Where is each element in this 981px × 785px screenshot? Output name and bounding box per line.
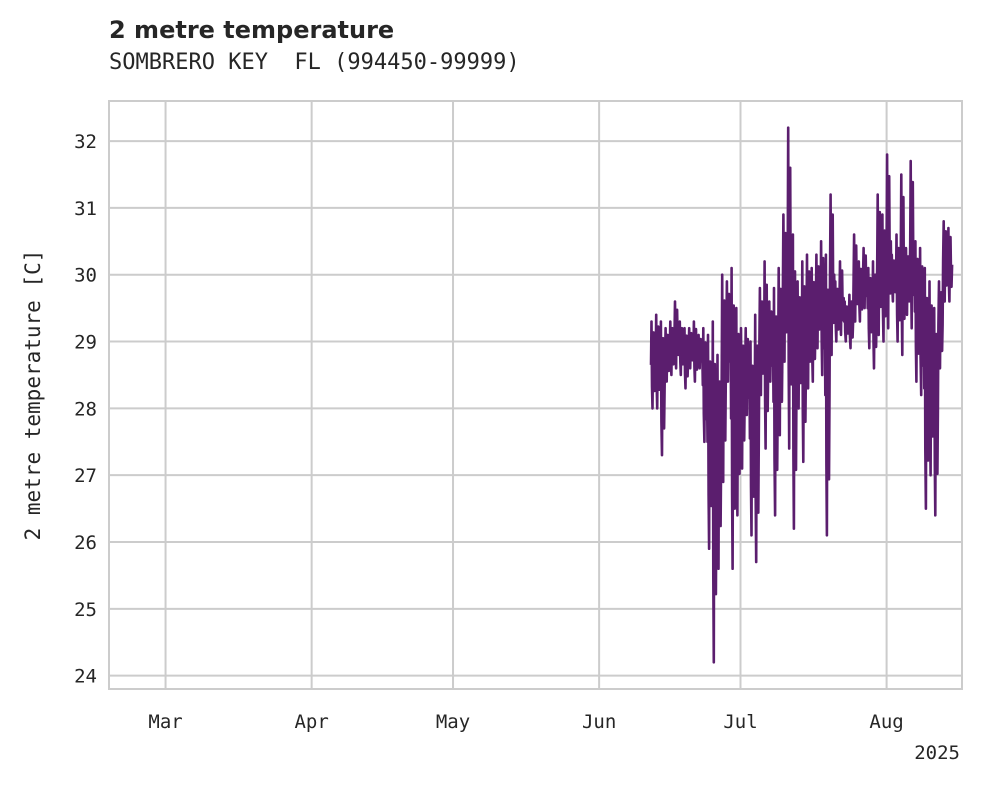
y-tick-label: 27: [74, 465, 97, 487]
x-tick-label: Jul: [723, 711, 757, 733]
x-tick-label: Apr: [294, 711, 328, 733]
tick-labels: 24 25 26 27 28 29 30 31 32 Mar Apr May Jun Jul Aug 2025: [74, 131, 960, 764]
chart-title: 2 metre temperature: [109, 16, 395, 44]
y-tick-label: 32: [74, 131, 97, 153]
x-tick-label: May: [436, 711, 470, 733]
temperature-series-line: [649, 126, 954, 664]
y-tick-label: 29: [74, 332, 97, 354]
y-tick-label: 28: [74, 398, 97, 420]
grid-lines: [109, 101, 962, 689]
chart-subtitle: SOMBRERO KEY FL (994450-99999): [109, 50, 520, 75]
x-tick-label: Jun: [582, 711, 616, 733]
x-tick-label: Mar: [148, 711, 182, 733]
x-tick-label: Aug: [869, 711, 903, 733]
y-tick-label: 24: [74, 666, 97, 688]
y-axis-label: 2 metre temperature [C]: [21, 250, 45, 541]
x-offset-label: 2025: [914, 742, 960, 764]
y-tick-label: 30: [74, 265, 97, 287]
y-tick-label: 26: [74, 532, 97, 554]
plot-frame: [108, 100, 963, 690]
series-layer: [649, 126, 954, 664]
y-tick-label: 31: [74, 198, 97, 220]
y-tick-label: 25: [74, 599, 97, 621]
